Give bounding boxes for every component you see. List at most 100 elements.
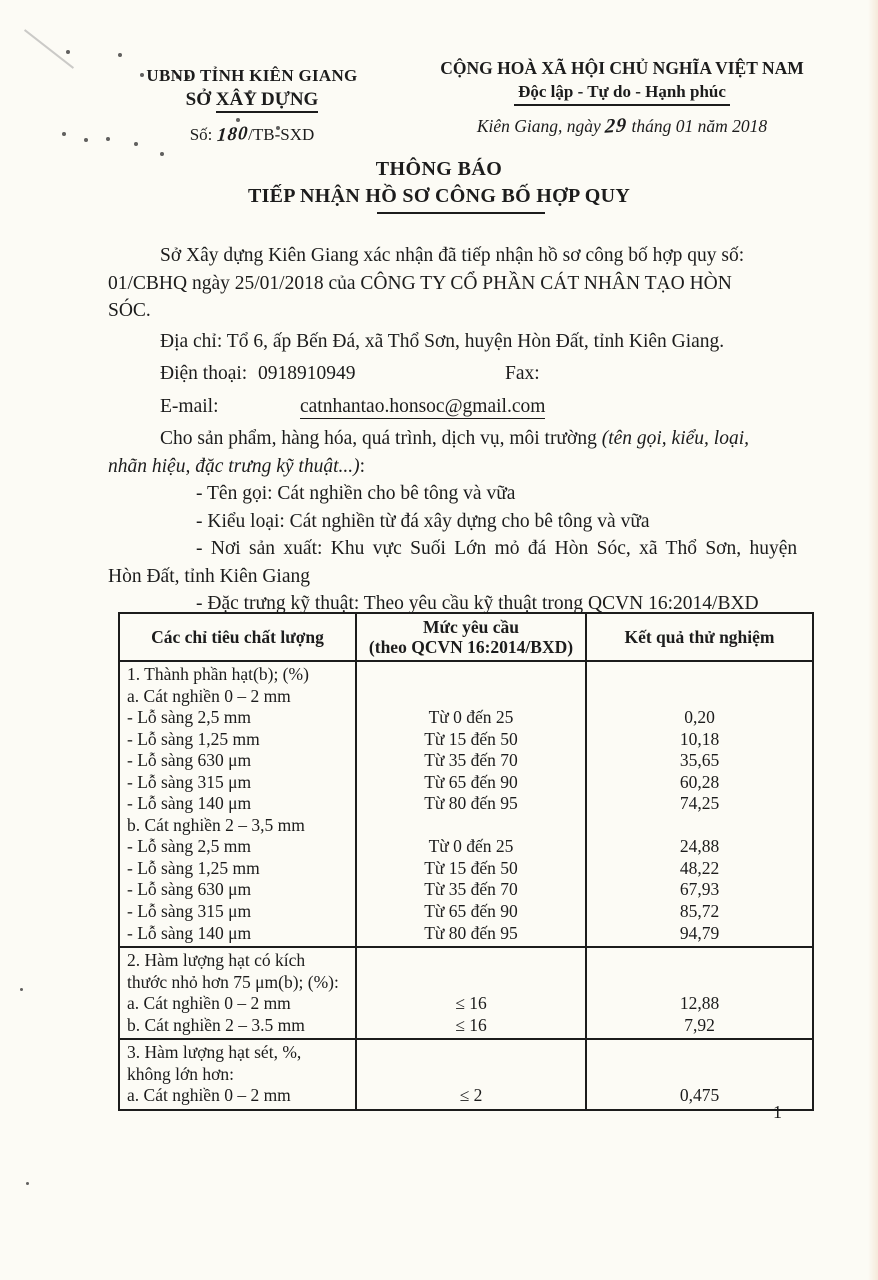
table-section-row: 1. Thành phần hạt(b); (%) a. Cát nghiền 0… — [118, 659, 814, 949]
spec-list-item: Hòn Đất, tỉnh Kiên Giang — [108, 565, 311, 587]
table-line: - Lỗ sàng 1,25 mm — [127, 728, 260, 749]
table-line: ≤ 16 — [455, 993, 487, 1014]
document-number-suffix: /TB-SXD — [248, 125, 315, 144]
table-line: - Lỗ sàng 630 μm — [127, 750, 252, 771]
table-line: Từ 35 đến 70 — [424, 879, 518, 900]
table-line — [357, 686, 585, 708]
table-line — [357, 950, 585, 972]
scan-noise-dot — [248, 90, 252, 94]
table-line: - Lỗ sàng 630 μm — [127, 879, 252, 900]
document-body: Sở Xây dựng Kiên Giang xác nhận đã tiếp … — [108, 242, 814, 618]
col-header-requirement-line1: Mức yêu cầu — [422, 617, 520, 637]
scan-noise-dot — [20, 988, 23, 991]
paragraph-2-italic1: (tên gọi, kiểu, loại, — [601, 428, 750, 449]
table-line: b. Cát nghiền 2 – 3.5 mm — [127, 1014, 305, 1035]
table-line: ≤ 16 — [455, 1014, 487, 1035]
table-line: thước nhỏ hơn 75 μm(b); (%): — [127, 971, 339, 992]
table-line: 94,79 — [679, 922, 720, 943]
table-line: 2. Hàm lượng hạt có kích — [127, 950, 306, 971]
table-line: 60,28 — [679, 771, 720, 792]
table-header-row: Các chỉ tiêu chất lượng Mức yêu cầu (the… — [118, 612, 814, 662]
agency-name: SỞ XÂY DỰNG — [118, 89, 386, 113]
table-line: a. Cát nghiền 0 – 2 mm — [127, 685, 291, 706]
document-number: Số: 180/TB-SXD — [118, 123, 386, 146]
table-line: Từ 80 đến 95 — [424, 793, 518, 814]
table-line: b. Cát nghiền 2 – 3,5 mm — [127, 814, 305, 835]
table-line: 48,22 — [679, 857, 720, 878]
result-cell: 12,88 7,92 — [585, 946, 814, 1041]
national-motto-line2: Độc lập - Tự do - Hạnh phúc — [514, 82, 730, 106]
scan-noise-dot — [186, 75, 190, 79]
criteria-cell: 3. Hàm lượng hạt sét, %, không lớn hơn: a.… — [118, 1038, 357, 1111]
table-line — [587, 950, 812, 972]
paragraph-1-line1: Sở Xây dựng Kiên Giang xác nhận đã tiếp … — [160, 245, 745, 266]
spec-list-item: - Đặc trưng kỹ thuật: Theo yêu cầu kỹ th… — [196, 593, 759, 614]
table-line: Từ 80 đến 95 — [424, 922, 518, 943]
table-line — [357, 1064, 585, 1086]
scan-noise-dot — [176, 75, 180, 79]
scan-noise-dot — [118, 53, 122, 57]
scan-noise-dot — [66, 50, 70, 54]
document-number-label: Số: — [189, 125, 213, 144]
spec-list-item: - Nơi sản xuất: Khu vực Suối Lớn mỏ đá H… — [196, 538, 798, 559]
document-title-line1: THÔNG BÁO — [375, 158, 503, 180]
scan-noise-dot — [62, 132, 66, 136]
table-section-row: 2. Hàm lượng hạt có kích thước nhỏ hơn 75… — [118, 946, 814, 1041]
table-line: Từ 35 đến 70 — [424, 750, 518, 771]
table-line — [357, 664, 585, 686]
table-line — [587, 1042, 812, 1064]
table-line: 7,92 — [684, 1014, 715, 1035]
spec-list-item: - Kiểu loại: Cát nghiền từ đá xây dựng c… — [196, 510, 650, 532]
document-title-block: THÔNG BÁO TIẾP NHẬN HỒ SƠ CÔNG BỐ HỢP QU… — [0, 158, 878, 214]
table-line — [357, 972, 585, 994]
table-line: - Lỗ sàng 140 μm — [127, 793, 252, 814]
table-line: - Lỗ sàng 2,5 mm — [127, 836, 251, 857]
result-cell: 0,475 — [585, 1038, 814, 1111]
fax-label: Fax: — [505, 363, 540, 384]
table-line: 1. Thành phần hạt(b); (%) — [127, 664, 309, 684]
scan-noise-mark — [23, 29, 75, 69]
phone-value: 0918910949 — [258, 363, 356, 384]
table-line: Từ 65 đến 90 — [424, 901, 518, 922]
table-line: ≤ 2 — [459, 1085, 483, 1106]
scan-noise-dot — [140, 73, 144, 77]
paragraph-2-italic2: nhãn hiệu, đặc trưng kỹ thuật...) — [108, 455, 360, 477]
parent-agency-name: UBND TỈNH KIÊN GIANG — [146, 66, 358, 85]
requirement-cell: ≤ 16 ≤ 16 — [355, 946, 587, 1041]
table-line: a. Cát nghiền 0 – 2 mm — [127, 1085, 291, 1106]
email-value: catnhantao.honsoc@gmail.com — [300, 395, 546, 419]
table-line — [587, 815, 812, 837]
title-underline-rule — [377, 212, 545, 214]
table-line: 85,72 — [679, 901, 720, 922]
table-line: Từ 0 đến 25 — [428, 836, 514, 857]
date-prefix: Kiên Giang, ngày — [476, 116, 601, 136]
paragraph-2-line1: Cho sản phẩm, hàng hóa, quá trình, dịch … — [108, 425, 814, 453]
table-line: 24,88 — [679, 836, 720, 857]
col-header-requirement: Mức yêu cầu (theo QCVN 16:2014/BXD) — [355, 612, 587, 662]
table-line: 35,65 — [679, 750, 720, 771]
motto-wrap: Độc lập - Tự do - Hạnh phúc — [424, 79, 820, 106]
product-spec-list: - Tên gọi: Cát nghiền cho bê tông và vữa… — [108, 480, 814, 618]
table-line — [587, 664, 812, 686]
table-line — [357, 815, 585, 837]
scan-noise-dot — [236, 118, 240, 122]
document-title-line2: TIẾP NHẬN HỒ SƠ CÔNG BỐ HỢP QUY — [247, 185, 631, 207]
table-line: Từ 65 đến 90 — [424, 771, 518, 792]
date-day-handwritten: 29 — [604, 114, 628, 138]
table-line: 3. Hàm lượng hạt sét, %, — [127, 1042, 302, 1063]
paragraph-2-colon: : — [359, 455, 366, 477]
phone-label: Điện thoại: — [160, 363, 248, 384]
address-line: Địa chỉ: Tổ 6, ấp Bến Đá, xã Thổ Sơn, hu… — [160, 330, 725, 352]
table-line: 10,18 — [679, 728, 720, 749]
table-line — [587, 972, 812, 994]
scan-noise-dot — [134, 142, 138, 146]
col-header-requirement-line2: (theo QCVN 16:2014/BXD) — [368, 637, 574, 657]
table-line: Từ 15 đến 50 — [424, 857, 518, 878]
scan-noise-dot — [276, 126, 280, 130]
table-line — [587, 686, 812, 708]
table-line: Từ 0 đến 25 — [428, 707, 514, 728]
national-header-block: CỘNG HOÀ XÃ HỘI CHỦ NGHĨA VIỆT NAM Độc l… — [424, 58, 820, 138]
paragraph-1-line3: SÓC. — [108, 300, 151, 321]
paragraph-1-line2: 01/CBHQ ngày 25/01/2018 của CÔNG TY CỔ P… — [108, 272, 732, 294]
